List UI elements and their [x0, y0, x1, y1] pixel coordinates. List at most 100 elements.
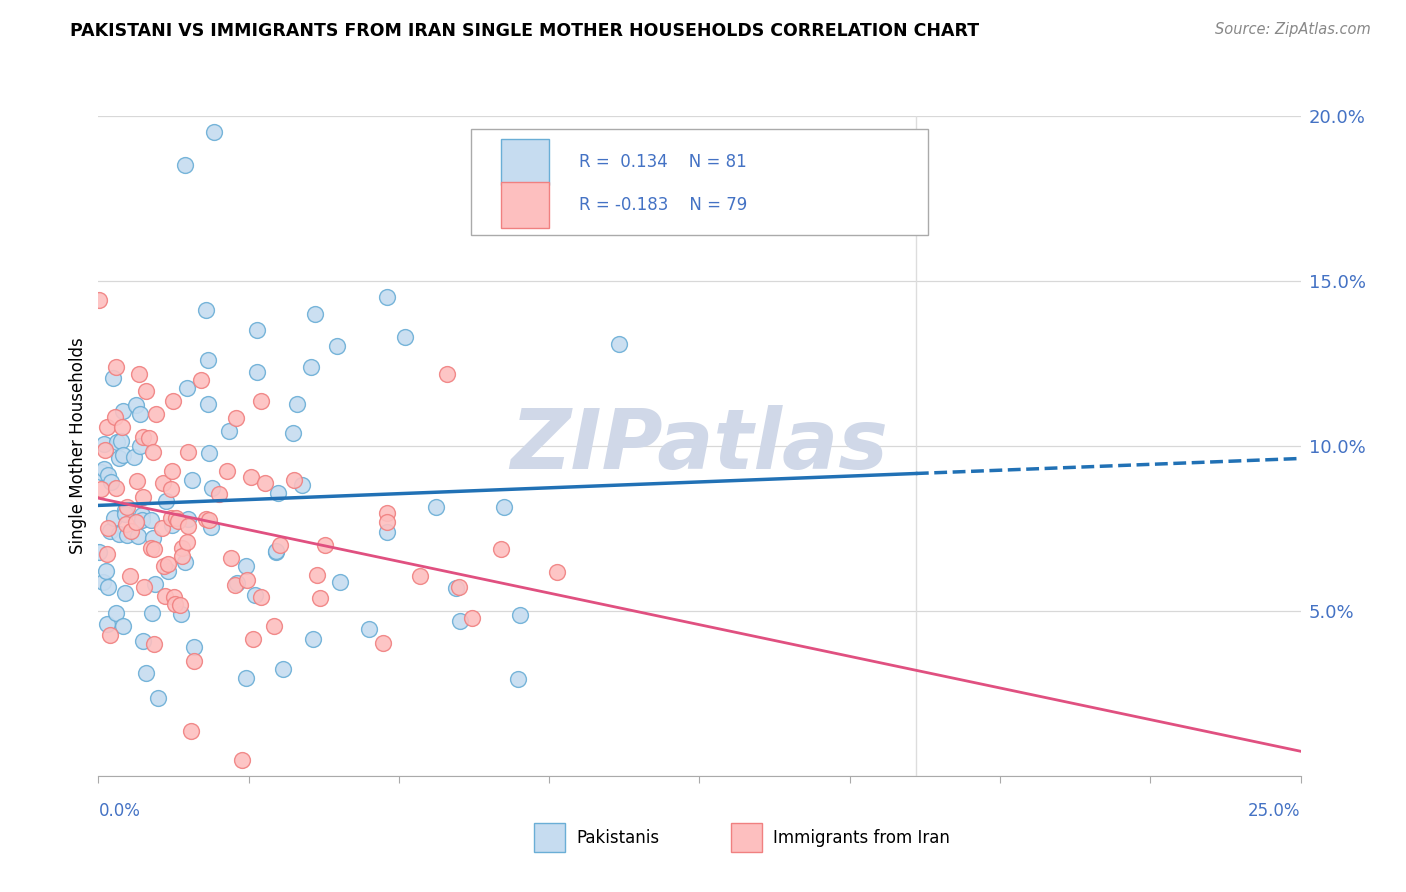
- Point: [200, 520, 222, 534]
- Text: PAKISTANI VS IMMIGRANTS FROM IRAN SINGLE MOTHER HOUSEHOLDS CORRELATION CHART: PAKISTANI VS IMMIGRANTS FROM IRAN SINGLE…: [70, 22, 980, 40]
- Point: [508, 672, 530, 686]
- Point: [165, 511, 187, 525]
- Point: [242, 632, 264, 646]
- Point: [125, 515, 148, 529]
- Point: [425, 500, 447, 514]
- Point: [100, 475, 122, 489]
- FancyBboxPatch shape: [501, 139, 550, 186]
- Point: [159, 483, 181, 497]
- Point: [111, 448, 134, 462]
- Point: [174, 555, 197, 569]
- Point: [190, 373, 212, 387]
- Text: Pakistanis: Pakistanis: [576, 829, 659, 847]
- Point: [163, 590, 186, 604]
- Point: [299, 359, 322, 374]
- Point: [308, 591, 330, 605]
- Point: [156, 557, 179, 571]
- Point: [218, 424, 240, 438]
- Point: [115, 528, 138, 542]
- Point: [269, 538, 291, 552]
- Point: [108, 451, 131, 466]
- Point: [195, 303, 218, 318]
- Point: [245, 588, 267, 602]
- Point: [132, 580, 155, 594]
- Point: [132, 490, 155, 504]
- Point: [114, 586, 136, 600]
- Point: [96, 547, 118, 561]
- Point: [114, 507, 136, 521]
- Point: [240, 470, 263, 484]
- Point: [394, 330, 416, 344]
- Point: [177, 512, 200, 526]
- Point: [314, 538, 336, 552]
- Point: [183, 640, 205, 654]
- Point: [609, 337, 631, 351]
- Point: [174, 159, 197, 173]
- Point: [195, 512, 218, 526]
- FancyBboxPatch shape: [501, 182, 550, 228]
- Point: [118, 568, 141, 582]
- Point: [94, 442, 117, 457]
- Point: [326, 339, 349, 353]
- Point: [135, 665, 157, 680]
- Point: [141, 607, 163, 621]
- Point: [87, 293, 110, 307]
- Point: [114, 503, 136, 517]
- Text: Immigrants from Iran: Immigrants from Iran: [773, 829, 950, 847]
- Point: [167, 514, 190, 528]
- Point: [202, 125, 225, 139]
- Point: [283, 426, 305, 441]
- Point: [170, 541, 193, 555]
- Text: ZIPatlas: ZIPatlas: [510, 406, 889, 486]
- Point: [359, 622, 381, 636]
- Point: [111, 619, 134, 633]
- Point: [104, 410, 127, 425]
- Point: [329, 574, 352, 589]
- Point: [197, 353, 219, 368]
- Point: [96, 420, 118, 434]
- Point: [492, 500, 515, 515]
- Point: [141, 513, 163, 527]
- Point: [176, 381, 198, 395]
- Point: [97, 467, 120, 482]
- Point: [169, 598, 191, 612]
- Point: [264, 544, 287, 558]
- Point: [461, 610, 484, 624]
- Point: [436, 367, 458, 381]
- Point: [124, 450, 146, 464]
- Point: [93, 437, 115, 451]
- Point: [103, 510, 125, 524]
- Point: [302, 632, 325, 647]
- Point: [447, 580, 470, 594]
- Text: 25.0%: 25.0%: [1249, 802, 1301, 820]
- Point: [143, 637, 166, 651]
- Point: [170, 549, 193, 563]
- Point: [375, 516, 398, 530]
- Point: [132, 634, 155, 648]
- Point: [197, 514, 219, 528]
- Point: [103, 370, 125, 384]
- Point: [104, 481, 127, 495]
- Point: [226, 576, 249, 591]
- Point: [117, 500, 139, 514]
- Point: [375, 506, 398, 520]
- Point: [409, 568, 432, 582]
- Point: [225, 410, 247, 425]
- Point: [87, 545, 110, 559]
- Point: [235, 558, 257, 573]
- Point: [201, 481, 224, 495]
- Point: [97, 521, 120, 535]
- Point: [162, 464, 184, 478]
- Point: [231, 752, 253, 766]
- Point: [546, 565, 568, 579]
- Point: [307, 568, 329, 582]
- Point: [449, 614, 471, 628]
- Point: [90, 466, 112, 480]
- Point: [169, 607, 191, 621]
- Point: [127, 529, 149, 543]
- Point: [290, 477, 312, 491]
- Point: [165, 597, 187, 611]
- FancyBboxPatch shape: [471, 129, 928, 235]
- Y-axis label: Single Mother Households: Single Mother Households: [69, 338, 87, 554]
- Point: [375, 291, 398, 305]
